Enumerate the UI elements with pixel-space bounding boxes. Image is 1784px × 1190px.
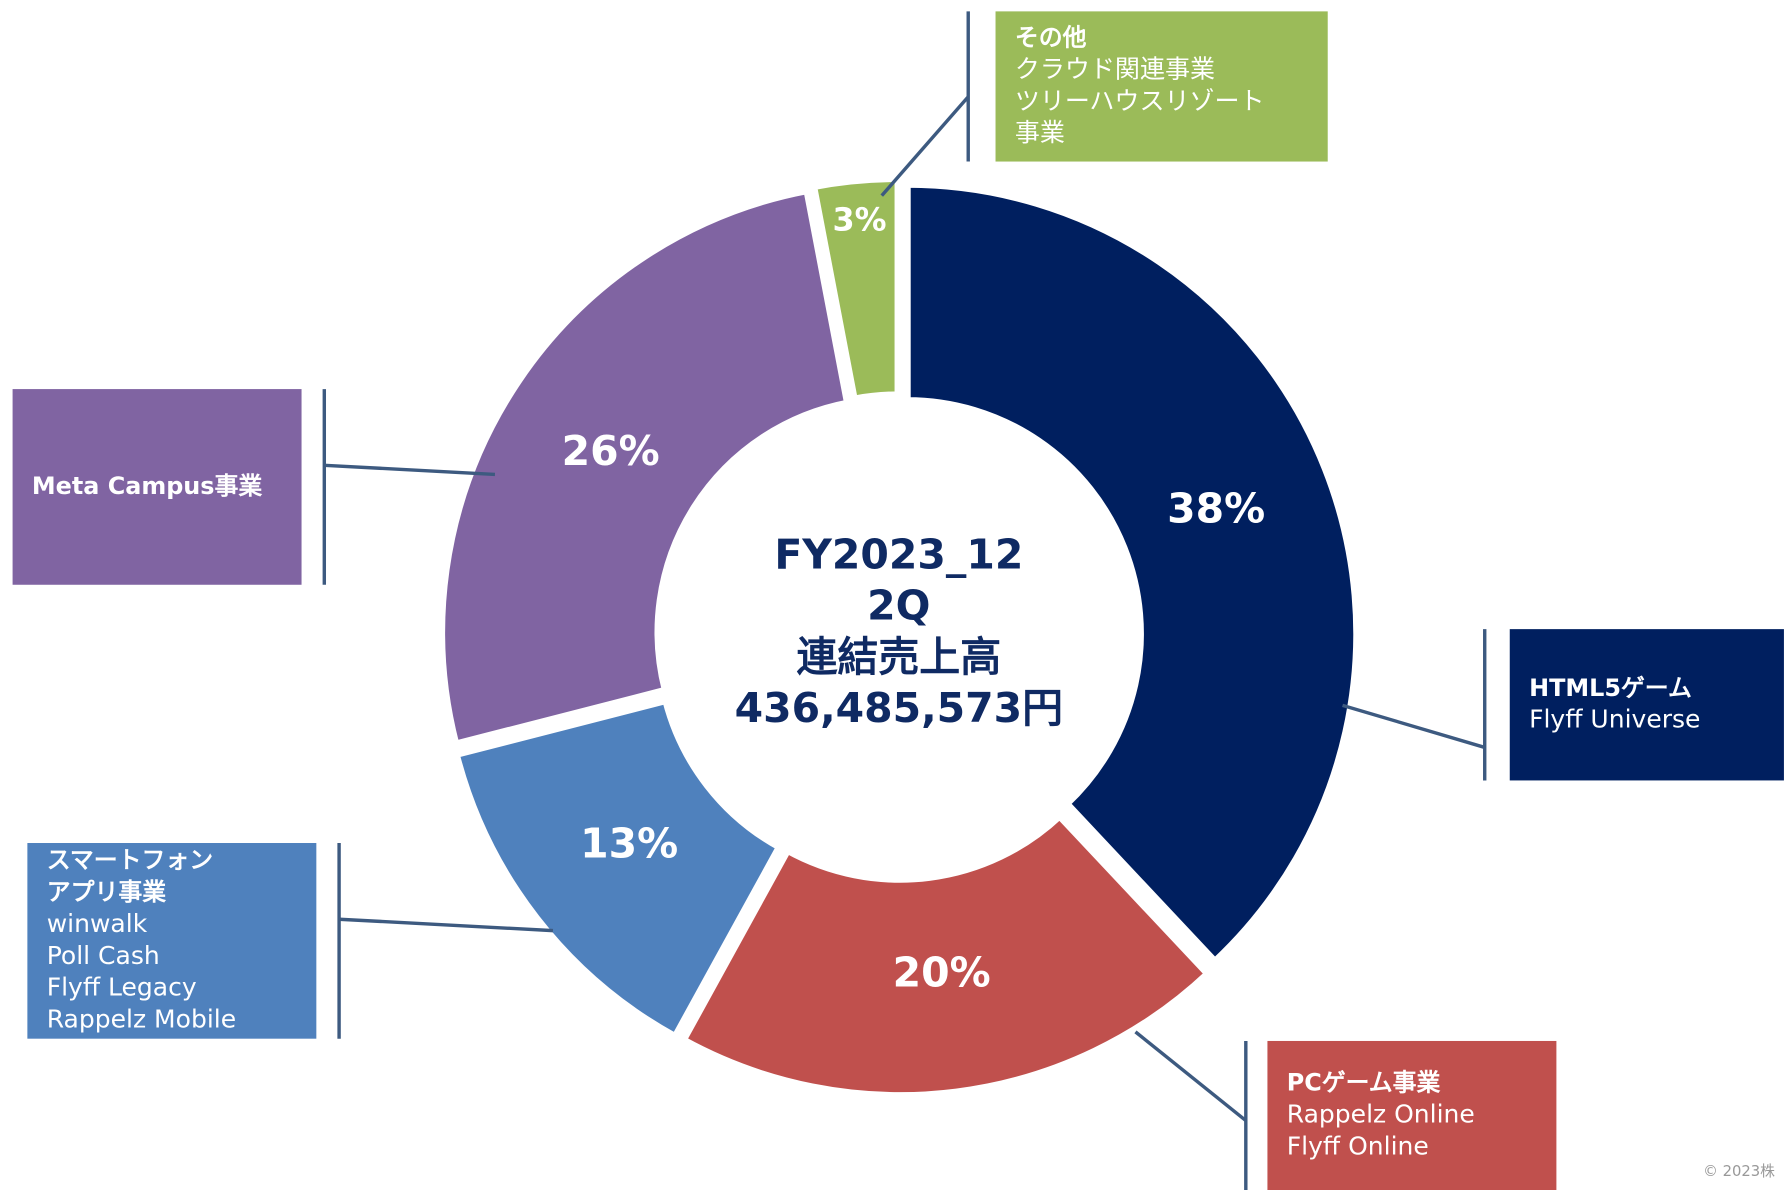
value-label: 20%	[893, 949, 991, 997]
label-detail: 事業	[1015, 118, 1065, 147]
label-detail: Flyff Legacy	[47, 973, 197, 1002]
donut-slice	[903, 180, 1361, 967]
label-box	[12, 389, 302, 585]
label-detail: Rappelz Mobile	[47, 1004, 236, 1033]
label-detail: Flyff Online	[1287, 1131, 1429, 1160]
label-title: スマートフォン	[47, 846, 213, 874]
label-box	[995, 11, 1328, 162]
center-text: 連結売上高	[796, 633, 1001, 681]
label-title: HTML5ゲーム	[1529, 674, 1692, 702]
label-title: PCゲーム事業	[1287, 1069, 1441, 1097]
donut-slice	[438, 186, 852, 749]
value-label: 26%	[562, 427, 660, 475]
donut-slice	[809, 175, 902, 403]
label-detail: winwalk	[47, 909, 148, 938]
leader-line	[880, 95, 970, 197]
label-detail: Rappelz Online	[1287, 1099, 1475, 1128]
leader-line	[324, 463, 496, 477]
leader-line	[1134, 1030, 1247, 1122]
donut-slice	[678, 811, 1213, 1099]
value-label: 13%	[580, 819, 678, 867]
leader-line	[339, 917, 554, 933]
footer: © 2023株	[1703, 1163, 1775, 1180]
center-text: 2Q	[867, 582, 930, 630]
donut-slice	[452, 696, 784, 1042]
label-box	[1509, 629, 1784, 781]
center-text: 436,485,573円	[735, 684, 1063, 732]
label-detail: Poll Cash	[47, 941, 160, 970]
value-label: 3%	[832, 200, 886, 238]
label-title: Meta Campus事業	[32, 472, 262, 500]
leader-line	[1342, 703, 1486, 750]
label-box	[27, 843, 317, 1039]
label-title: アプリ事業	[47, 878, 166, 906]
label-detail: ツリーハウスリゾート	[1015, 86, 1265, 115]
label-detail: Flyff Universe	[1529, 705, 1700, 734]
label-box	[1267, 1040, 1557, 1190]
label-detail: クラウド関連事業	[1015, 55, 1215, 84]
label-title: その他	[1015, 24, 1087, 52]
center-text: FY2023_12	[774, 530, 1023, 578]
value-label: 38%	[1167, 484, 1265, 532]
